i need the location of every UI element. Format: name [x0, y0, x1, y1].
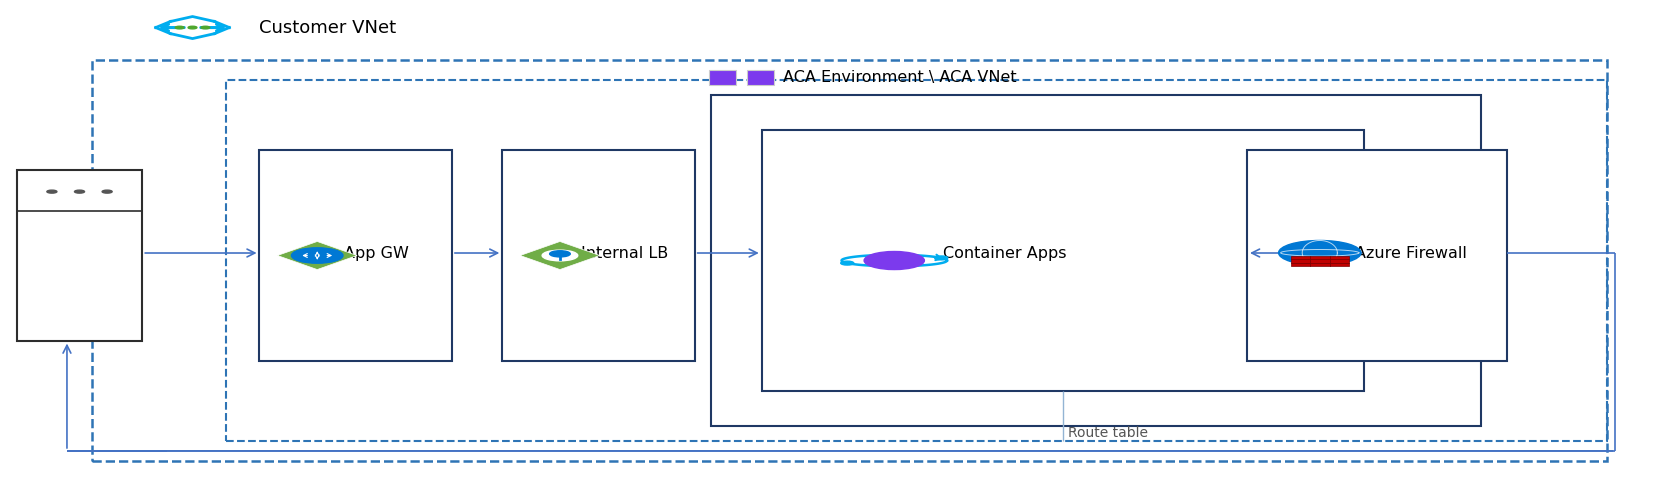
Bar	[502, 150, 694, 361]
Text: Route table: Route table	[1067, 426, 1148, 440]
Circle shape	[840, 261, 853, 265]
Bar	[17, 170, 142, 341]
Circle shape	[1278, 240, 1360, 265]
Bar	[746, 70, 773, 85]
Text: Internal LB: Internal LB	[581, 245, 668, 261]
Text: Customer VNet: Customer VNet	[259, 19, 397, 37]
Bar	[1290, 256, 1348, 267]
Text: Container Apps: Container Apps	[942, 245, 1066, 261]
Bar	[761, 130, 1363, 391]
Bar	[709, 70, 736, 85]
Polygon shape	[520, 241, 599, 270]
Text: App GW: App GW	[345, 245, 408, 261]
Circle shape	[863, 252, 923, 270]
Bar	[259, 150, 452, 361]
Circle shape	[934, 256, 947, 260]
Bar	[92, 60, 1606, 461]
Bar	[1246, 150, 1506, 361]
Polygon shape	[278, 241, 356, 270]
Circle shape	[542, 250, 577, 261]
Circle shape	[201, 26, 209, 29]
Text: ACA Environment \ ACA VNet: ACA Environment \ ACA VNet	[783, 70, 1017, 85]
Circle shape	[549, 250, 570, 257]
Circle shape	[47, 190, 57, 193]
Circle shape	[176, 26, 184, 29]
Circle shape	[187, 26, 197, 29]
Circle shape	[102, 190, 112, 193]
Circle shape	[74, 190, 84, 193]
Text: Azure Firewall: Azure Firewall	[1355, 245, 1466, 261]
Bar	[711, 95, 1481, 426]
Circle shape	[291, 248, 343, 263]
Bar	[226, 80, 1606, 441]
